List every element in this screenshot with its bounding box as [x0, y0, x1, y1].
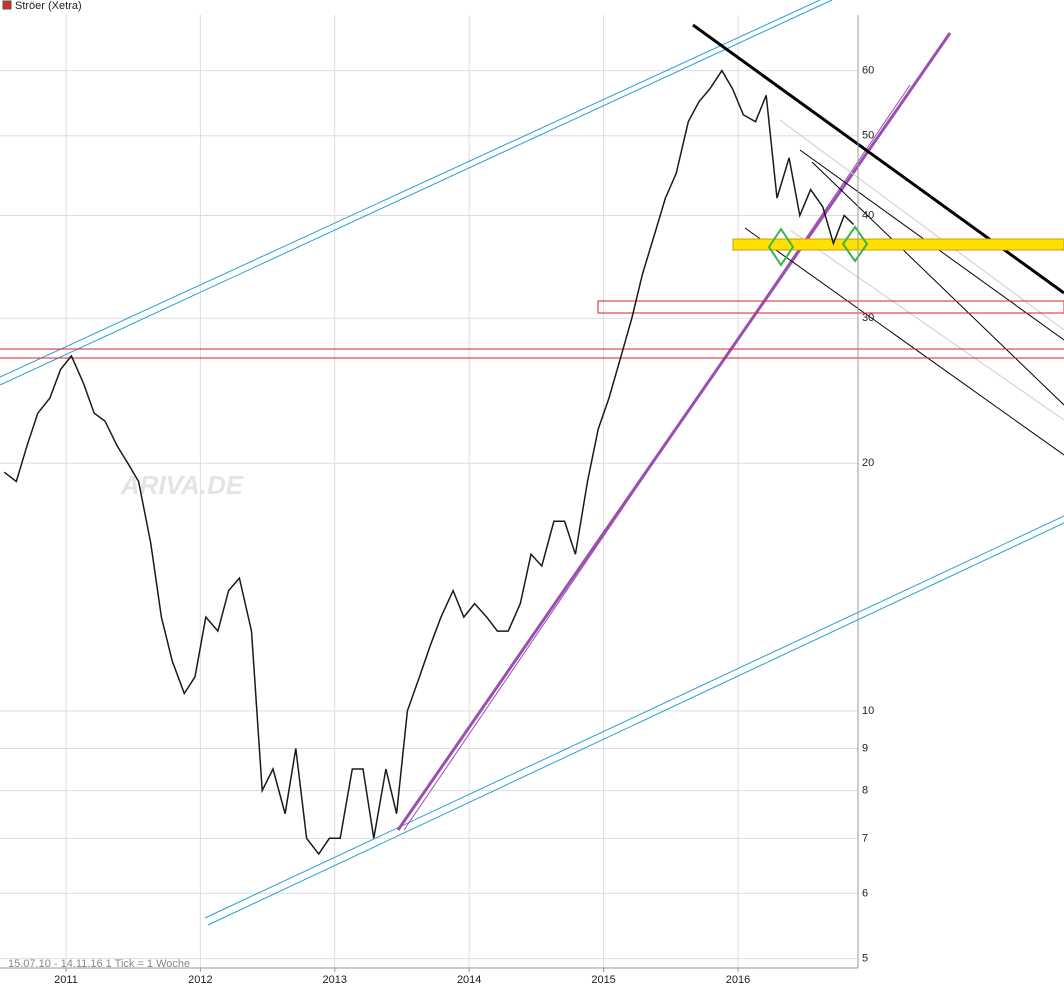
- watermark: ARIVA.DE: [120, 470, 244, 500]
- price-line: [3, 69, 855, 856]
- marker: [767, 227, 795, 267]
- subtitle: 15.07.10 - 14.11.16 1 Tick = 1 Woche: [8, 958, 190, 970]
- y-tick-label: 7: [862, 832, 868, 844]
- support-zone: [732, 238, 1064, 251]
- fan-line: [744, 227, 1064, 456]
- legend-swatch: [2, 0, 12, 10]
- y-tick-label: 30: [862, 312, 874, 324]
- x-tick-label: 2012: [188, 974, 212, 986]
- plot: [3, 69, 855, 856]
- x-tick-label: 2011: [54, 974, 78, 986]
- support-zone: [597, 300, 1064, 314]
- y-tick-label: 20: [862, 457, 874, 469]
- fan-line: [789, 229, 1064, 421]
- y-tick-label: 60: [862, 65, 874, 77]
- y-tick-label: 5: [862, 952, 868, 964]
- x-tick-label: 2015: [591, 974, 615, 986]
- marker: [841, 225, 869, 263]
- y-tick-label: 9: [862, 742, 868, 754]
- y-tick-label: 50: [862, 130, 874, 142]
- x-tick-label: 2013: [323, 974, 347, 986]
- legend-label: Ströer (Xetra): [15, 0, 82, 12]
- fan-line: [811, 161, 1064, 406]
- trend-channel: [0, 0, 821, 378]
- trend-channel: [204, 515, 1064, 919]
- y-tick-label: 8: [862, 785, 868, 797]
- trend-channel: [0, 0, 833, 386]
- y-tick-label: 40: [862, 209, 874, 221]
- x-tick-label: 2016: [726, 974, 750, 986]
- trend-channel: [207, 522, 1064, 926]
- trend-line: [403, 84, 911, 831]
- y-tick-label: 6: [862, 887, 868, 899]
- x-tick-label: 2014: [457, 974, 481, 986]
- y-tick-label: 10: [862, 705, 874, 717]
- fan-line: [779, 119, 1064, 331]
